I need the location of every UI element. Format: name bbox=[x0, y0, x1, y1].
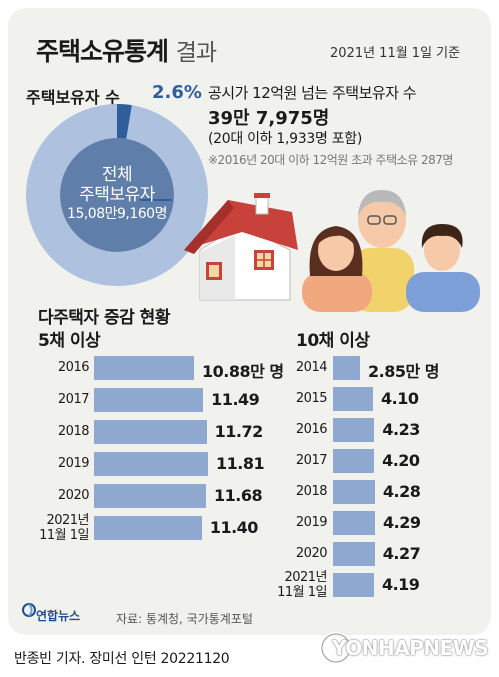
chart1-value-label: 11.81 bbox=[216, 454, 265, 473]
chart1-bar bbox=[94, 388, 204, 412]
chart2-category-label: 2018 bbox=[295, 484, 328, 499]
credit-line: 반종빈 기자. 장미선 인턴 20221120 bbox=[14, 651, 230, 667]
donut-label: 주택보유자 수 bbox=[26, 88, 120, 107]
reference-date: 2021년 11월 1일 기준 bbox=[330, 46, 461, 61]
stat-footnote: ※2016년 20대 이하 12억원 초과 주택소유 287명 bbox=[208, 153, 453, 167]
chart1-category-label: 2018 bbox=[57, 424, 90, 439]
house-illustration bbox=[184, 193, 298, 301]
chart2-value-label: 2.85만 명 bbox=[368, 362, 440, 381]
donut-center-line1: 전체 bbox=[101, 165, 133, 185]
donut-center-line2: 주택보유자 bbox=[79, 185, 155, 205]
chart1-value-label: 11.72 bbox=[214, 422, 264, 441]
chart2-bar bbox=[333, 542, 375, 566]
chart2-bar bbox=[333, 511, 375, 535]
logo-text: 연합뉴스 bbox=[36, 609, 81, 623]
chart2-value-label: 4.10 bbox=[381, 389, 419, 408]
chart1-value-label: 11.49 bbox=[211, 390, 260, 409]
stat-line-2: 39만 7,975명 bbox=[208, 108, 330, 129]
chart1-bar bbox=[94, 484, 207, 508]
chart1-bar bbox=[94, 452, 208, 476]
chart1-value-label: 10.88만 명 bbox=[202, 362, 284, 381]
chart2-category-label: 2021년 11월 1일 bbox=[277, 570, 327, 600]
page-title: 주택소유통계 결과 bbox=[36, 32, 217, 68]
chart2-value-label: 4.29 bbox=[383, 513, 421, 532]
chart2-bar bbox=[333, 449, 375, 473]
chart1-bar bbox=[94, 516, 202, 540]
watermark-text: YONHAPNEWS bbox=[332, 636, 489, 660]
family-illustration bbox=[302, 190, 480, 312]
chart1-category-label: 2017 bbox=[57, 392, 90, 407]
chart1-bar bbox=[94, 420, 207, 444]
donut-percent: 2.6% bbox=[152, 82, 202, 103]
chart2-category-label: 2014 bbox=[295, 360, 328, 375]
chart1-category-label: 2021년 11월 1일 bbox=[39, 513, 89, 543]
chart2-category-label: 2017 bbox=[295, 453, 328, 468]
watermark-logo-icon bbox=[320, 632, 352, 664]
chart2-category-label: 2019 bbox=[295, 515, 328, 530]
chart2-bar bbox=[333, 387, 374, 411]
chart2-value-label: 4.23 bbox=[382, 420, 420, 439]
donut-center bbox=[60, 138, 174, 252]
chart1-title: 5채 이상 bbox=[38, 331, 101, 351]
title-suffix: 결과 bbox=[175, 40, 217, 66]
chart2-bar bbox=[333, 356, 360, 380]
stat-line-3: (20대 이하 1,933명 포함) bbox=[208, 131, 363, 147]
stat-line-1: 공시가 12억원 넘는 주택보유자 수 bbox=[208, 84, 417, 102]
chart2-category-label: 2015 bbox=[295, 391, 328, 406]
chart2-value-label: 4.20 bbox=[382, 451, 420, 470]
chart2-value-label: 4.28 bbox=[382, 482, 421, 501]
chart1-bar bbox=[94, 356, 194, 380]
chart2-category-label: 2020 bbox=[295, 546, 328, 561]
chart1-value-label: 11.68 bbox=[214, 486, 263, 505]
source-note: 자료: 통계청, 국가통계포털 bbox=[116, 612, 253, 626]
chart2-category-label: 2016 bbox=[295, 422, 328, 437]
donut-center-line3: 15,08만9,160명 bbox=[67, 206, 167, 222]
yonhap-logo-icon bbox=[22, 603, 36, 617]
title-main: 주택소유통계 bbox=[36, 37, 169, 66]
chart2-title: 10채 이상 bbox=[296, 331, 370, 351]
donut-highlight-slice bbox=[117, 104, 132, 139]
chart1-category-label: 2020 bbox=[57, 488, 90, 503]
chart2-bar bbox=[333, 480, 375, 504]
donut-chart bbox=[26, 104, 208, 286]
section-title: 다주택자 증감 현황 bbox=[38, 308, 170, 328]
chart1-category-label: 2019 bbox=[57, 456, 90, 471]
chart2-value-label: 4.27 bbox=[382, 544, 421, 563]
chart1-value-label: 11.40 bbox=[209, 518, 259, 537]
chart1-category-label: 2016 bbox=[57, 360, 90, 375]
chart2-value-label: 4.19 bbox=[381, 575, 420, 594]
chart2-bar bbox=[333, 573, 374, 597]
chart2-bar bbox=[333, 418, 375, 442]
